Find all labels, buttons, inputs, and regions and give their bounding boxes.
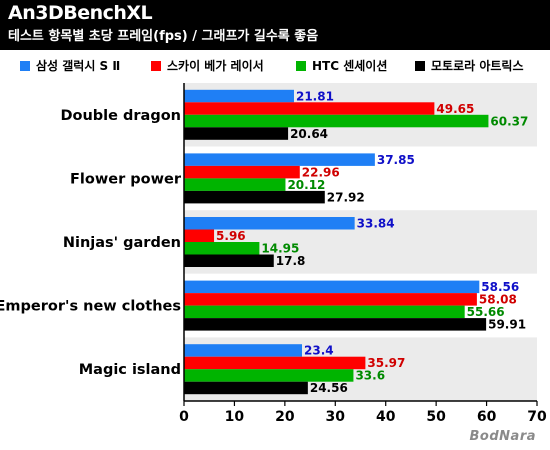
bar-ninjas-garden-series-3: [184, 242, 260, 255]
chart-subtitle: 테스트 항목별 초당 프레임(fps) / 그래프가 길수록 좋음: [8, 29, 319, 44]
value-label-double-dragon-series-3: 60.37: [490, 114, 528, 128]
value-label-ninjas-garden-series-2: 5.96: [216, 229, 246, 243]
bar-magic-island-series-1: [184, 344, 303, 357]
value-label-magic-island-series-4: 24.56: [310, 381, 348, 395]
legend-label-galaxy-s2: 삼성 갤럭시 S Ⅱ: [36, 59, 121, 73]
legend-item-atrix: 모토로라 아트릭스: [415, 57, 524, 77]
x-tick-label-10: 10: [225, 409, 245, 425]
value-label-double-dragon-series-2: 49.65: [436, 102, 474, 116]
category-label-emperor-s-new-clothes: Emperor's new clothes: [0, 299, 181, 315]
category-label-double-dragon: Double dragon: [60, 108, 181, 124]
bar-flower-power-series-3: [184, 178, 286, 191]
x-tick-label-70: 70: [527, 409, 547, 425]
value-label-double-dragon-series-1: 21.81: [296, 89, 334, 103]
chart-header: An3DBenchXL 테스트 항목별 초당 프레임(fps) / 그래프가 길…: [0, 0, 550, 50]
legend-item-vega-racer: 스카이 베가 레이서: [151, 57, 264, 77]
bar-ninjas-garden-series-2: [184, 229, 215, 242]
chart-title: An3DBenchXL: [8, 2, 153, 24]
value-label-magic-island-series-2: 35.97: [367, 356, 405, 370]
x-tick-label-50: 50: [426, 409, 446, 425]
bar-ninjas-garden-series-4: [184, 254, 274, 267]
bar-magic-island-series-2: [184, 356, 366, 370]
value-label-ninjas-garden-series-4: 17.8: [276, 254, 306, 268]
x-tick-label-40: 40: [376, 409, 396, 425]
value-label-magic-island-series-1: 23.4: [304, 344, 334, 358]
bar-double-dragon-series-2: [184, 102, 435, 115]
bar-emperor-s-new-clothes-series-3: [184, 305, 465, 319]
x-tick-label-20: 20: [275, 409, 295, 425]
value-label-flower-power-series-1: 37.85: [377, 153, 415, 167]
bar-double-dragon-series-4: [184, 127, 289, 140]
value-label-emperor-s-new-clothes-series-2: 58.08: [479, 293, 517, 307]
category-label-magic-island: Magic island: [79, 362, 181, 378]
value-label-magic-island-series-3: 33.6: [355, 369, 385, 383]
legend: 삼성 갤럭시 S Ⅱ 스카이 베가 레이서 HTC 센세이션 모토로라 아트릭스: [0, 57, 550, 79]
bar-double-dragon-series-1: [184, 89, 294, 103]
bar-magic-island-series-3: [184, 369, 354, 382]
x-tick-label-60: 60: [477, 409, 497, 425]
value-label-emperor-s-new-clothes-series-1: 58.56: [481, 280, 519, 294]
x-tick-label-30: 30: [326, 409, 346, 425]
legend-label-atrix: 모토로라 아트릭스: [431, 59, 524, 73]
watermark-logo: BodNara: [469, 429, 536, 444]
value-label-emperor-s-new-clothes-series-3: 55.66: [467, 305, 505, 319]
x-tick-label-0: 0: [179, 409, 189, 425]
bar-flower-power-series-1: [184, 153, 375, 166]
legend-item-htc-sensation: HTC 센세이션: [296, 57, 387, 77]
value-label-flower-power-series-3: 20.12: [287, 178, 325, 192]
value-label-emperor-s-new-clothes-series-4: 59.91: [488, 318, 526, 332]
value-label-ninjas-garden-series-1: 33.84: [357, 217, 395, 231]
bar-flower-power-series-2: [184, 165, 300, 179]
legend-swatch-atrix: [415, 60, 425, 71]
bar-emperor-s-new-clothes-series-2: [184, 293, 477, 306]
value-label-ninjas-garden-series-3: 14.95: [261, 242, 299, 256]
bar-ninjas-garden-series-1: [184, 217, 355, 230]
category-label-flower-power: Flower power: [70, 171, 182, 187]
value-label-flower-power-series-4: 27.92: [327, 190, 365, 204]
bar-emperor-s-new-clothes-series-1: [184, 280, 480, 294]
bar-magic-island-series-4: [184, 381, 308, 395]
legend-label-vega-racer: 스카이 베가 레이서: [167, 59, 264, 73]
legend-label-htc-sensation: HTC 센세이션: [312, 59, 388, 73]
legend-item-galaxy-s2: 삼성 갤럭시 S Ⅱ: [20, 57, 120, 77]
bar-flower-power-series-4: [184, 190, 325, 204]
value-label-double-dragon-series-4: 20.64: [290, 127, 328, 141]
value-label-flower-power-series-2: 22.96: [302, 165, 340, 179]
legend-swatch-galaxy-s2: [20, 60, 30, 71]
category-label-ninjas-garden: Ninjas' garden: [63, 235, 181, 251]
legend-swatch-htc-sensation: [296, 60, 306, 71]
bar-emperor-s-new-clothes-series-4: [184, 318, 487, 331]
bar-double-dragon-series-3: [184, 114, 489, 128]
legend-swatch-vega-racer: [151, 60, 161, 71]
